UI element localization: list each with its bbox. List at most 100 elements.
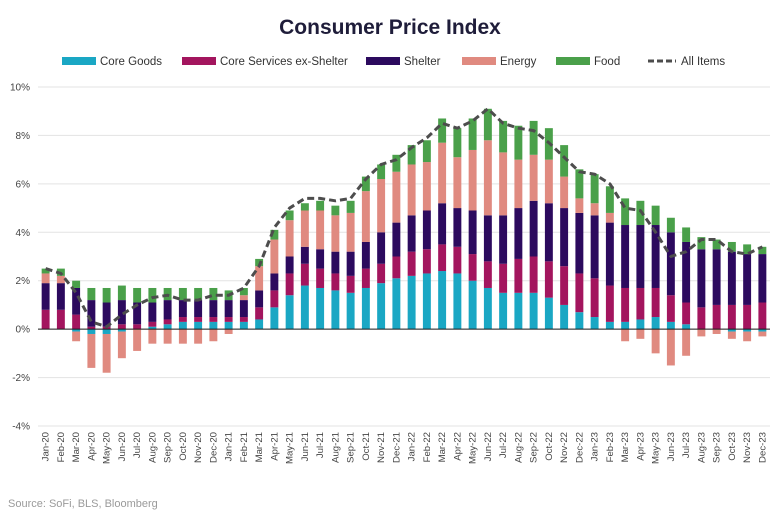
bar-segment-energy — [697, 329, 706, 337]
bar-segment-core-goods — [194, 321, 203, 330]
bar-segment-energy — [224, 329, 233, 334]
bar-segment-core-goods — [148, 326, 157, 330]
bar-segment-food — [331, 205, 340, 216]
bar-segment-core-goods — [377, 283, 386, 330]
x-tick-label: Apr-23 — [635, 432, 646, 461]
bar-segment-core-goods — [438, 271, 447, 330]
x-tick-label: Dec-20 — [208, 432, 219, 463]
bar-segment-core-services-ex-shelter — [163, 319, 172, 325]
y-tick-label: 6% — [16, 179, 31, 190]
bar-segment-core-services-ex-shelter — [178, 317, 187, 322]
bar-segment-energy — [87, 333, 96, 368]
bar-segment-core-services-ex-shelter — [697, 307, 706, 330]
x-tick-label: Jul-20 — [132, 432, 143, 458]
bar-segment-core-services-ex-shelter — [636, 287, 645, 320]
x-tick-label: Dec-22 — [574, 432, 585, 463]
bar-segment-food — [377, 164, 386, 180]
legend-label: Energy — [500, 56, 537, 68]
bar-segment-energy — [651, 329, 660, 354]
bar-segment-shelter — [712, 249, 721, 305]
bar-segment-energy — [514, 159, 523, 209]
bar-segment-core-services-ex-shelter — [590, 278, 599, 318]
bar-segment-food — [346, 200, 355, 213]
bar-segment-shelter — [651, 225, 660, 288]
bar-segment-shelter — [255, 290, 264, 308]
bar-segment-food — [529, 120, 538, 155]
bar-segment-shelter — [239, 300, 248, 318]
bar-segment-shelter — [590, 215, 599, 279]
bar-segment-shelter — [285, 256, 294, 274]
bar-segment-core-goods — [163, 324, 172, 330]
bar-segment-shelter — [499, 215, 508, 264]
y-tick-label: 8% — [16, 131, 31, 142]
bar-segment-core-goods — [514, 292, 523, 330]
bar-segment-shelter — [727, 251, 736, 305]
bar-segment-shelter — [575, 212, 584, 274]
bar-segment-food — [239, 287, 248, 296]
bar-segment-shelter — [72, 287, 81, 315]
bar-segment-shelter — [453, 208, 462, 247]
x-tick-label: Jul-21 — [315, 432, 326, 458]
x-tick-label: Aug-22 — [513, 432, 524, 463]
x-tick-label: Mar-20 — [71, 432, 82, 462]
bar-segment-energy — [727, 331, 736, 339]
bar-segment-core-services-ex-shelter — [712, 304, 721, 330]
bar-segment-energy — [499, 152, 508, 216]
x-tick-label: Apr-20 — [86, 432, 97, 461]
bar-segment-energy — [682, 329, 691, 356]
bar-segment-core-goods — [682, 324, 691, 330]
bar-segment-shelter — [682, 241, 691, 303]
bar-segment-energy — [117, 331, 126, 359]
bar-segment-energy — [438, 142, 447, 204]
bar-segment-core-goods — [483, 287, 492, 330]
bar-segment-food — [133, 287, 142, 303]
bar-segment-core-services-ex-shelter — [453, 246, 462, 274]
x-tick-label: Oct-20 — [178, 432, 189, 461]
x-tick-label: Sep-20 — [163, 432, 174, 463]
x-tick-label: Jun-21 — [300, 432, 311, 461]
bar-segment-food — [575, 169, 584, 199]
bar-segment-food — [712, 239, 721, 250]
bar-segment-core-services-ex-shelter — [209, 317, 218, 322]
bar-segment-core-goods — [727, 329, 736, 332]
bar-segment-core-services-ex-shelter — [361, 268, 370, 288]
bar-segment-shelter — [544, 203, 553, 262]
bar-segment-core-goods — [270, 307, 279, 330]
bar-segment-energy — [239, 295, 248, 301]
x-tick-label: Jun-22 — [483, 432, 494, 461]
x-tick-label: Mar-21 — [254, 432, 265, 462]
bar-segment-energy — [133, 329, 142, 351]
bar-segment-core-services-ex-shelter — [758, 302, 767, 330]
bar-segment-food — [422, 140, 431, 163]
bar-segment-food — [758, 246, 767, 255]
bar-segment-food — [727, 241, 736, 252]
x-tick-label: May-22 — [468, 432, 479, 464]
bar-segment-shelter — [133, 302, 142, 325]
bar-segment-energy — [575, 198, 584, 213]
bar-segment-food — [102, 287, 111, 303]
bar-segment-shelter — [407, 215, 416, 252]
legend-swatch-shelter — [366, 57, 400, 65]
y-tick-label: 0% — [16, 325, 31, 336]
bar-segment-core-goods — [178, 321, 187, 330]
bar-segment-core-services-ex-shelter — [133, 324, 142, 330]
x-tick-label: Nov-20 — [193, 432, 204, 463]
x-tick-label: Feb-21 — [239, 432, 250, 462]
legend-label: Shelter — [404, 56, 441, 68]
bar-segment-energy — [102, 333, 111, 373]
bar-segment-core-goods — [346, 292, 355, 330]
legend-label: Core Services ex-Shelter — [220, 56, 348, 68]
bar-segment-food — [468, 118, 477, 150]
bar-segment-core-goods — [224, 321, 233, 330]
bar-segment-energy — [377, 179, 386, 233]
bar-segment-core-services-ex-shelter — [407, 251, 416, 276]
bar-segment-core-services-ex-shelter — [529, 256, 538, 293]
bar-segment-core-goods — [422, 273, 431, 330]
bar-segment-core-goods — [590, 317, 599, 330]
bar-segment-core-services-ex-shelter — [239, 317, 248, 322]
bar-segment-shelter — [300, 246, 309, 264]
x-tick-label: Jan-21 — [224, 432, 235, 461]
bar-segment-core-services-ex-shelter — [605, 285, 614, 322]
x-tick-label: May-20 — [102, 432, 113, 464]
